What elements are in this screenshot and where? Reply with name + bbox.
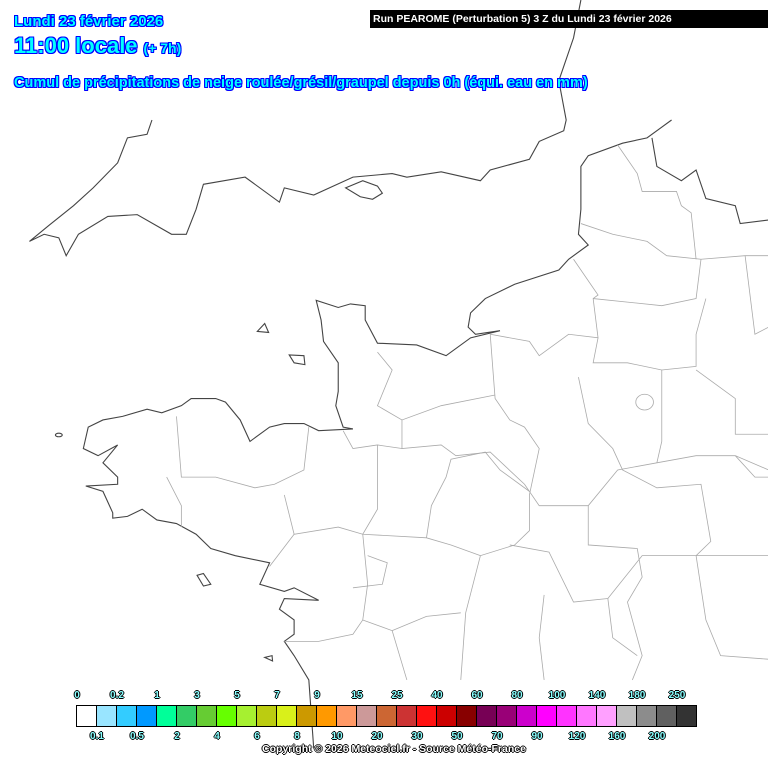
legend-swatch bbox=[497, 706, 517, 726]
legend-swatch bbox=[477, 706, 497, 726]
belgian-border bbox=[652, 138, 768, 224]
legend-swatch bbox=[77, 706, 97, 726]
legend-swatch bbox=[197, 706, 217, 726]
legend-swatch bbox=[237, 706, 257, 726]
legend-swatch bbox=[177, 706, 197, 726]
legend-swatch bbox=[537, 706, 557, 726]
legend-swatch bbox=[657, 706, 677, 726]
forecast-offset: (+ 7h) bbox=[143, 40, 182, 56]
legend-label: 90 bbox=[531, 731, 543, 742]
department-borders bbox=[167, 145, 768, 680]
legend-label: 0.1 bbox=[90, 731, 104, 742]
color-scale-legend bbox=[76, 705, 697, 727]
map-subtitle: Cumul de précipitations de neige roulée/… bbox=[14, 75, 588, 91]
legend-label: 10 bbox=[331, 731, 343, 742]
legend-swatch bbox=[557, 706, 577, 726]
legend-swatch bbox=[597, 706, 617, 726]
legend-swatch bbox=[257, 706, 277, 726]
legend-swatch bbox=[577, 706, 597, 726]
legend-label: 60 bbox=[471, 690, 483, 701]
legend-swatch bbox=[337, 706, 357, 726]
legend-label: 50 bbox=[451, 731, 463, 742]
legend-label: 140 bbox=[588, 690, 606, 701]
legend-swatch bbox=[297, 706, 317, 726]
legend-label: 120 bbox=[568, 731, 586, 742]
legend-label: 0.5 bbox=[130, 731, 144, 742]
model-run-banner: Run PEAROME (Perturbation 5) 3 Z du Lund… bbox=[370, 10, 768, 28]
guernsey-island bbox=[257, 324, 268, 333]
legend-swatch bbox=[377, 706, 397, 726]
legend-swatch bbox=[437, 706, 457, 726]
legend-label: 80 bbox=[511, 690, 523, 701]
legend-label: 8 bbox=[294, 731, 300, 742]
legend-label: 6 bbox=[254, 731, 260, 742]
legend-label: 1 bbox=[154, 690, 160, 701]
france-coastline bbox=[83, 120, 671, 748]
legend-label: 40 bbox=[431, 690, 443, 701]
legend-swatch bbox=[217, 706, 237, 726]
legend-swatch bbox=[637, 706, 657, 726]
legend-label: 7 bbox=[274, 690, 280, 701]
legend-label: 180 bbox=[628, 690, 646, 701]
legend-label: 20 bbox=[371, 731, 383, 742]
legend-swatch bbox=[617, 706, 637, 726]
ouessant-island bbox=[55, 433, 62, 437]
legend-swatch bbox=[137, 706, 157, 726]
legend-label: 9 bbox=[314, 690, 320, 701]
legend-swatch bbox=[117, 706, 137, 726]
legend-swatch bbox=[157, 706, 177, 726]
legend-label: 4 bbox=[214, 731, 220, 742]
isle-of-wight bbox=[346, 181, 383, 200]
legend-label: 3 bbox=[194, 690, 200, 701]
forecast-date: Lundi 23 février 2026 bbox=[14, 13, 164, 30]
legend-label: 100 bbox=[548, 690, 566, 701]
england-coastline bbox=[29, 0, 580, 256]
legend-swatch bbox=[277, 706, 297, 726]
legend-label: 5 bbox=[234, 690, 240, 701]
legend-label: 70 bbox=[491, 731, 503, 742]
legend-swatch bbox=[457, 706, 477, 726]
legend-label: 160 bbox=[608, 731, 626, 742]
legend-swatch bbox=[317, 706, 337, 726]
legend-swatch bbox=[517, 706, 537, 726]
legend-swatch bbox=[417, 706, 437, 726]
legend-swatch bbox=[397, 706, 417, 726]
legend-label: 15 bbox=[351, 690, 363, 701]
legend-label: 25 bbox=[391, 690, 403, 701]
legend-label: 200 bbox=[648, 731, 666, 742]
forecast-hour: 11:00 locale (+ 7h) bbox=[14, 33, 181, 59]
forecast-time: 11:00 locale bbox=[14, 33, 138, 58]
legend-swatch bbox=[97, 706, 117, 726]
legend-label: 0.2 bbox=[110, 690, 124, 701]
legend-label: 30 bbox=[411, 731, 423, 742]
legend-swatch bbox=[357, 706, 377, 726]
legend-label: 0 bbox=[74, 690, 80, 701]
legend-label: 250 bbox=[668, 690, 686, 701]
belle-ile-island bbox=[197, 574, 211, 586]
copyright-text: Copyright © 2026 Meteociel.fr - Source M… bbox=[262, 743, 526, 755]
legend-label: 2 bbox=[174, 731, 180, 742]
legend-swatch bbox=[677, 706, 696, 726]
jersey-island bbox=[289, 355, 305, 365]
ile-yeu bbox=[265, 656, 273, 661]
